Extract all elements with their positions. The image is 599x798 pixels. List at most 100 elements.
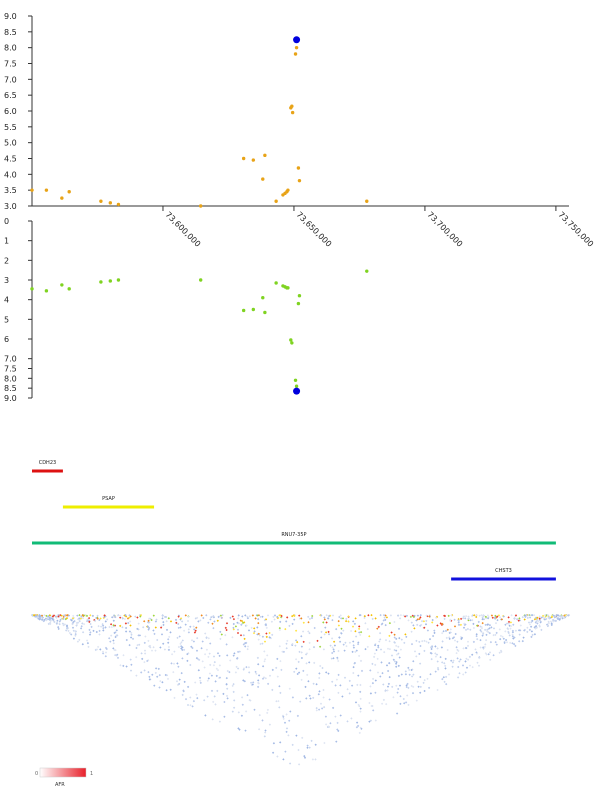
ld-cell (444, 675, 448, 679)
ld-cell (307, 680, 310, 683)
ld-cell (205, 648, 209, 651)
ld-cell (459, 617, 463, 620)
ld-cell (339, 614, 342, 617)
ld-cell (464, 660, 467, 663)
ld-cell (181, 639, 184, 642)
ld-cell (338, 615, 341, 619)
lower-y-tick-label: 7.0 (4, 355, 17, 364)
ld-cell (275, 666, 278, 669)
ld-cell (466, 644, 470, 647)
ld-cell (144, 635, 147, 638)
ld-cell (240, 696, 244, 699)
ld-cell (511, 629, 515, 632)
ld-cell (407, 666, 410, 669)
ld-cell (143, 652, 147, 655)
ld-cell (231, 615, 234, 618)
gene-label: CDH23 (39, 460, 56, 466)
ld-cell (388, 634, 391, 637)
ld-cell (366, 645, 369, 649)
ld-cell (488, 623, 492, 627)
lower-data-point (294, 384, 299, 388)
ld-cell (186, 619, 190, 623)
ld-cell (476, 661, 479, 664)
ld-cell (471, 653, 474, 656)
ld-cell (444, 629, 448, 633)
ld-cell (410, 621, 413, 624)
ld-cell (316, 639, 319, 642)
ld-cell (477, 620, 480, 624)
lower-data-point (297, 294, 302, 298)
ld-cell (205, 614, 208, 617)
ld-cell (212, 664, 216, 667)
ld-cell (383, 616, 386, 619)
ld-cell (371, 617, 374, 621)
ld-cell (354, 635, 358, 638)
ld-cell (521, 640, 524, 643)
ld-cell (383, 651, 386, 654)
ld-cell (334, 684, 337, 687)
ld-cell (286, 639, 289, 642)
ld-cell (248, 615, 251, 618)
ld-cell (204, 714, 207, 717)
ld-cell (399, 702, 402, 705)
ld-cell (519, 624, 522, 627)
lower-data-point (365, 269, 369, 273)
ld-cell (143, 661, 146, 664)
ld-cell (382, 683, 385, 686)
ld-cell (312, 682, 315, 685)
ld-cell (350, 717, 353, 720)
ld-cell (271, 668, 274, 672)
ld-cell (363, 616, 366, 620)
ld-cell (302, 640, 305, 643)
ld-cell (345, 617, 348, 620)
ld-cell (467, 615, 470, 618)
lower-data-point (290, 341, 294, 345)
ld-cell (398, 684, 402, 687)
ld-cell (337, 659, 340, 663)
ld-cell (272, 742, 276, 745)
ld-cell (367, 614, 370, 617)
lower-data-point (296, 301, 301, 306)
ld-cell (494, 640, 497, 644)
ld-cell (318, 645, 322, 648)
ld-cell (286, 616, 289, 619)
ld-cell (158, 686, 161, 689)
ld-cell (426, 629, 430, 632)
ld-cell (512, 623, 515, 626)
ld-cell (464, 617, 467, 620)
ld-cell (540, 628, 543, 632)
ld-cell (509, 627, 512, 630)
ld-cell (370, 613, 373, 617)
ld-cell (257, 622, 260, 625)
ld-cell (337, 649, 340, 653)
ld-cell (399, 614, 403, 617)
ld-cell (57, 627, 60, 631)
ld-cell (165, 620, 168, 623)
ld-cell (311, 758, 315, 761)
upper-points-layer (30, 36, 369, 208)
ld-cell (257, 728, 261, 731)
ld-cell (271, 751, 275, 754)
ld-cell (296, 672, 299, 676)
ld-cell (489, 641, 493, 644)
ld-cell (359, 707, 362, 710)
ld-cell (329, 722, 332, 725)
ld-cell (127, 621, 130, 625)
ld-cell (308, 746, 311, 749)
ld-cell (331, 680, 334, 683)
ld-cell (404, 701, 408, 704)
ld-cell (169, 688, 172, 691)
upper-y-tick-label: 4.0 (4, 170, 17, 179)
ld-cell (79, 627, 83, 630)
ld-cell (266, 614, 270, 617)
ld-cell (310, 616, 314, 620)
ld-cell (232, 622, 235, 626)
ld-cell (277, 700, 280, 703)
lower-y-tick-label: 0 (4, 217, 9, 226)
ld-cell (300, 656, 304, 660)
ld-cell (209, 618, 212, 621)
ld-cell (469, 628, 472, 631)
ld-cell (125, 638, 128, 642)
ld-cell (399, 648, 403, 651)
ld-cell (395, 665, 398, 668)
